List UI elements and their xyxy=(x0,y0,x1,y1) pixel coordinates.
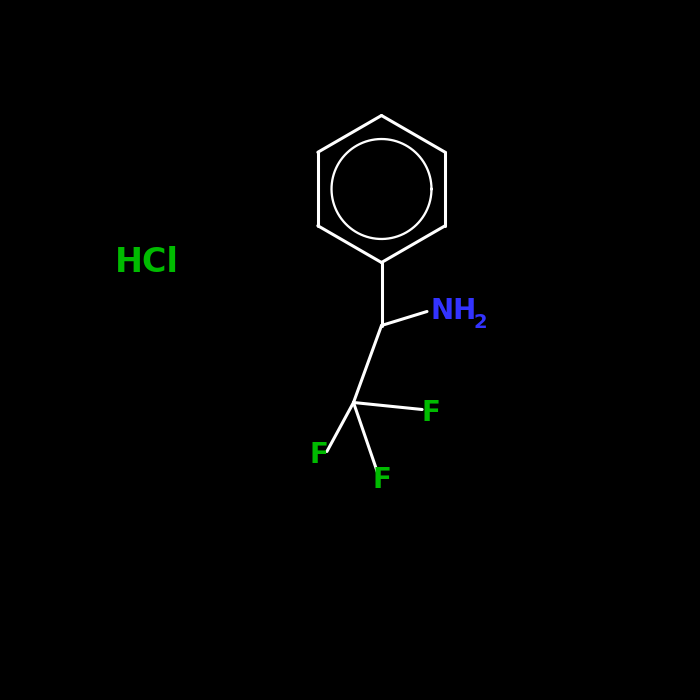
Text: NH: NH xyxy=(430,298,477,326)
Text: 2: 2 xyxy=(474,313,487,332)
Text: F: F xyxy=(372,466,391,493)
Text: F: F xyxy=(421,399,440,427)
Text: HCl: HCl xyxy=(115,246,179,279)
Text: F: F xyxy=(309,441,328,469)
